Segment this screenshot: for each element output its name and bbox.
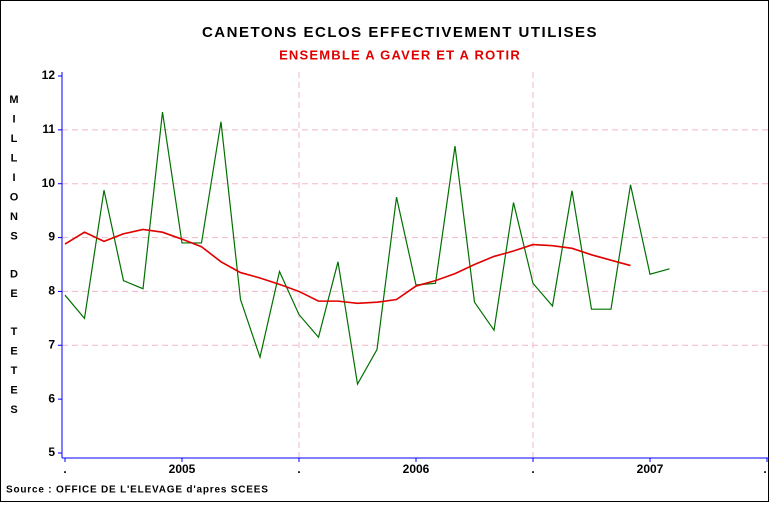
chart-title: CANETONS ECLOS EFFECTIVEMENT UTILISES xyxy=(202,24,598,41)
series-line xyxy=(64,228,631,305)
y-tick-label: 9 xyxy=(48,230,55,244)
y-tick-label: 5 xyxy=(48,445,55,459)
y-tick-label: 6 xyxy=(48,391,55,405)
x-tick-label: 2005 xyxy=(169,462,196,476)
y-tick-label: 7 xyxy=(48,337,55,351)
source-note: Source : OFFICE DE L'ELEVAGE d'apres SCE… xyxy=(6,485,269,496)
x-tick-label: 2007 xyxy=(637,462,664,476)
y-tick-label: 11 xyxy=(42,122,55,136)
y-tick-label: 12 xyxy=(42,68,56,82)
x-tick-label: . xyxy=(63,462,66,476)
x-tick-label: 2006 xyxy=(403,462,430,476)
x-tick-label: . xyxy=(297,462,300,476)
y-tick-label: 8 xyxy=(48,284,55,298)
chart-subtitle: ENSEMBLE A GAVER ET A ROTIR xyxy=(279,47,521,62)
x-tick-label: . xyxy=(763,462,766,476)
series-line xyxy=(64,111,670,386)
x-tick-label: . xyxy=(531,462,534,476)
y-tick-label: 10 xyxy=(42,176,56,190)
